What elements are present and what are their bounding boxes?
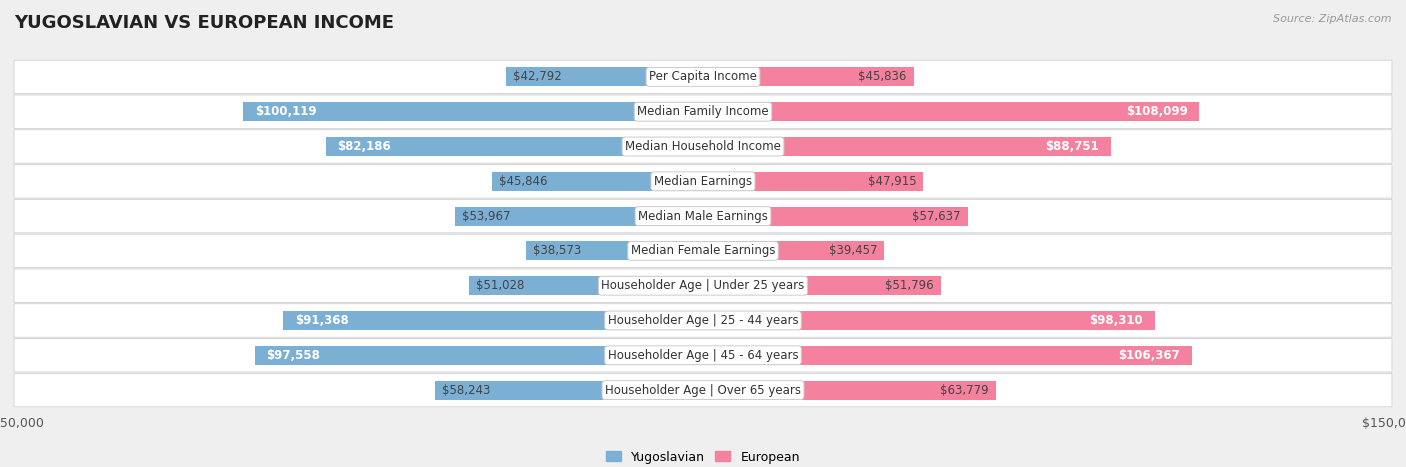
Bar bbox=[703, 346, 1191, 365]
Bar bbox=[703, 381, 995, 400]
Bar bbox=[284, 311, 703, 330]
Text: $57,637: $57,637 bbox=[912, 210, 960, 223]
Bar bbox=[703, 137, 1111, 156]
Bar bbox=[492, 172, 703, 191]
FancyBboxPatch shape bbox=[14, 304, 1392, 337]
Text: $88,751: $88,751 bbox=[1046, 140, 1099, 153]
Bar bbox=[703, 276, 941, 295]
Bar bbox=[326, 137, 703, 156]
FancyBboxPatch shape bbox=[14, 60, 1392, 93]
Text: $106,367: $106,367 bbox=[1118, 349, 1180, 362]
Text: $45,836: $45,836 bbox=[858, 71, 907, 84]
Legend: Yugoslavian, European: Yugoslavian, European bbox=[602, 446, 804, 467]
Text: Per Capita Income: Per Capita Income bbox=[650, 71, 756, 84]
Bar bbox=[468, 276, 703, 295]
FancyBboxPatch shape bbox=[14, 234, 1392, 268]
Bar bbox=[703, 206, 967, 226]
Text: $42,792: $42,792 bbox=[513, 71, 562, 84]
Text: Householder Age | 25 - 44 years: Householder Age | 25 - 44 years bbox=[607, 314, 799, 327]
Bar bbox=[436, 381, 703, 400]
FancyBboxPatch shape bbox=[14, 164, 1392, 198]
Bar bbox=[506, 67, 703, 86]
FancyBboxPatch shape bbox=[14, 339, 1392, 372]
FancyBboxPatch shape bbox=[14, 199, 1392, 233]
FancyBboxPatch shape bbox=[14, 130, 1392, 163]
Text: $45,846: $45,846 bbox=[499, 175, 548, 188]
Bar bbox=[526, 241, 703, 261]
Text: $91,368: $91,368 bbox=[295, 314, 349, 327]
Text: Householder Age | 45 - 64 years: Householder Age | 45 - 64 years bbox=[607, 349, 799, 362]
Text: Householder Age | Under 25 years: Householder Age | Under 25 years bbox=[602, 279, 804, 292]
Text: $51,028: $51,028 bbox=[475, 279, 524, 292]
Text: Householder Age | Over 65 years: Householder Age | Over 65 years bbox=[605, 383, 801, 396]
Bar bbox=[703, 241, 884, 261]
FancyBboxPatch shape bbox=[14, 95, 1392, 128]
FancyBboxPatch shape bbox=[14, 269, 1392, 303]
Text: Median Earnings: Median Earnings bbox=[654, 175, 752, 188]
Bar bbox=[703, 172, 924, 191]
Text: Source: ZipAtlas.com: Source: ZipAtlas.com bbox=[1274, 14, 1392, 24]
Bar bbox=[703, 102, 1199, 121]
Text: $58,243: $58,243 bbox=[443, 383, 491, 396]
Text: $97,558: $97,558 bbox=[266, 349, 321, 362]
Text: $82,186: $82,186 bbox=[337, 140, 391, 153]
Bar bbox=[456, 206, 703, 226]
Text: Median Household Income: Median Household Income bbox=[626, 140, 780, 153]
Text: $51,796: $51,796 bbox=[886, 279, 934, 292]
Bar bbox=[254, 346, 703, 365]
Text: Median Female Earnings: Median Female Earnings bbox=[631, 244, 775, 257]
Text: $98,310: $98,310 bbox=[1090, 314, 1143, 327]
Text: $39,457: $39,457 bbox=[828, 244, 877, 257]
Text: YUGOSLAVIAN VS EUROPEAN INCOME: YUGOSLAVIAN VS EUROPEAN INCOME bbox=[14, 14, 394, 32]
Text: $63,779: $63,779 bbox=[941, 383, 988, 396]
FancyBboxPatch shape bbox=[14, 374, 1392, 407]
Bar bbox=[703, 67, 914, 86]
Text: Median Male Earnings: Median Male Earnings bbox=[638, 210, 768, 223]
Bar bbox=[243, 102, 703, 121]
Text: $108,099: $108,099 bbox=[1126, 105, 1188, 118]
Text: $53,967: $53,967 bbox=[463, 210, 510, 223]
Text: $38,573: $38,573 bbox=[533, 244, 581, 257]
Bar bbox=[703, 311, 1154, 330]
Text: Median Family Income: Median Family Income bbox=[637, 105, 769, 118]
Text: $100,119: $100,119 bbox=[254, 105, 316, 118]
Text: $47,915: $47,915 bbox=[868, 175, 917, 188]
